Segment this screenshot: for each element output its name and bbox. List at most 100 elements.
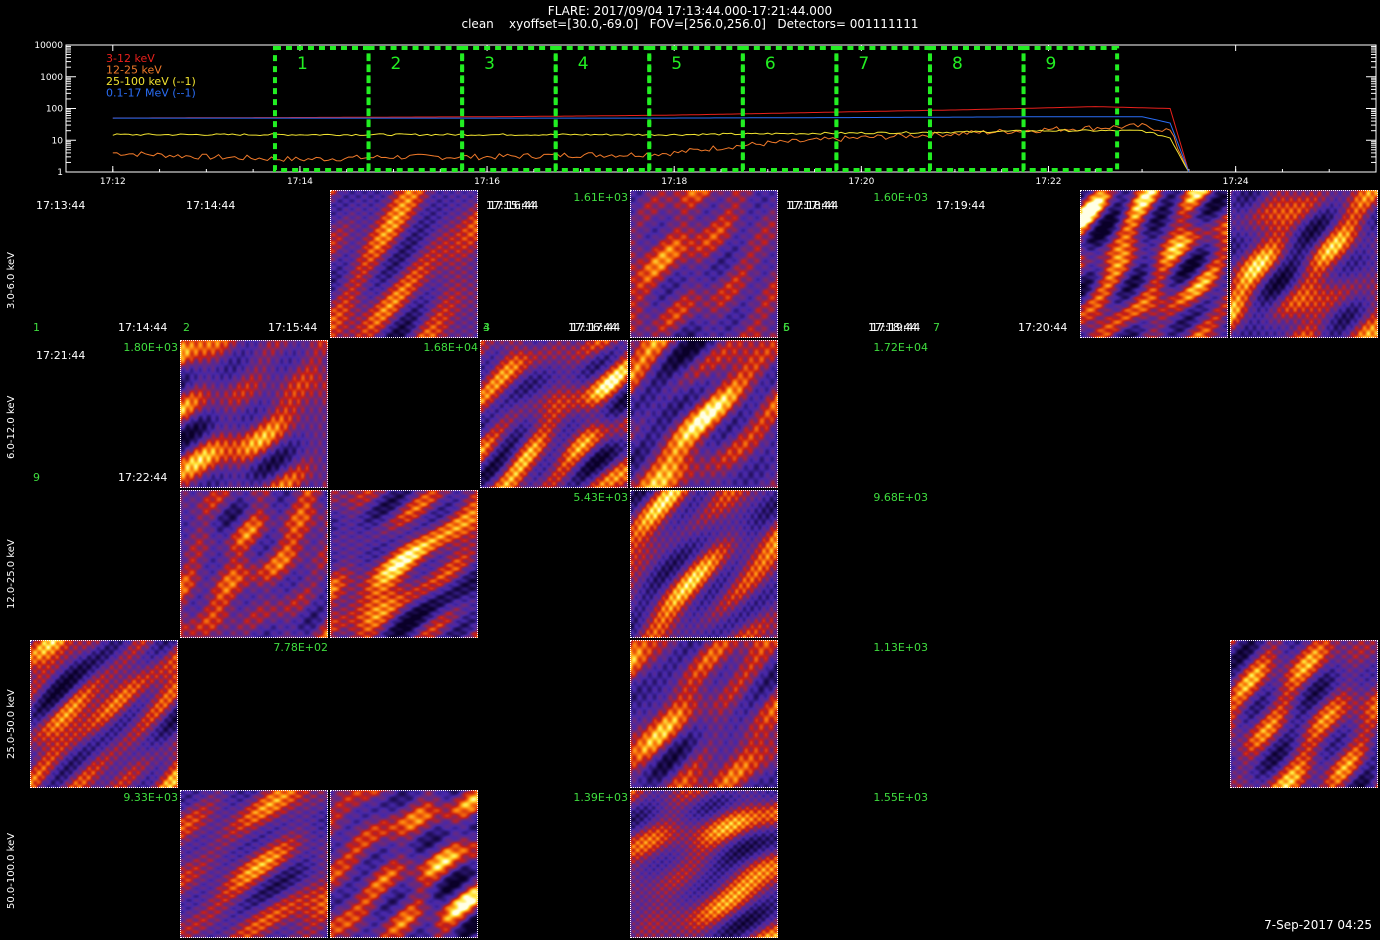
interval-box-6 bbox=[740, 46, 839, 172]
interval-label-4: 4 bbox=[578, 54, 589, 74]
title-line-2: clean xyoffset=[30.0,-69.0] FOV=[256.0,2… bbox=[461, 17, 919, 31]
peak-value-label: 1.60E+03 bbox=[873, 191, 928, 204]
series-line-4 bbox=[112, 116, 1190, 173]
legend-entry-3: 25-100 keV (--1) bbox=[106, 75, 196, 88]
interval-label-7: 7 bbox=[858, 54, 869, 74]
lightcurve-chart: 1 10 100 1000 10000 17:12 17:14 17:16 17:18 17:20… bbox=[34, 41, 1377, 187]
image-tile-r5-c5 bbox=[630, 790, 778, 938]
interval-label-6: 6 bbox=[765, 54, 776, 74]
peak-value-label: 7.78E+02 bbox=[273, 641, 328, 654]
peak-value-label: 9.68E+03 bbox=[873, 491, 928, 504]
y-tick-label: 1000 bbox=[40, 73, 63, 83]
image-tile-r4-c1 bbox=[30, 640, 178, 788]
peak-value-label: 1.39E+03 bbox=[573, 791, 628, 804]
interval-label-5: 5 bbox=[671, 54, 682, 74]
title-line-1: FLARE: 2017/09/04 17:13:44.000-17:21:44.… bbox=[547, 4, 833, 18]
series-line-2 bbox=[112, 122, 1190, 173]
image-tile-r1-c5 bbox=[630, 190, 778, 338]
time-label: 17:14:44 bbox=[186, 199, 236, 212]
image-tile-r5-c3 bbox=[330, 790, 478, 938]
image-tile-r3-c3 bbox=[330, 490, 478, 638]
x-tick-label: 17:14 bbox=[287, 177, 313, 187]
x-tick-label: 17:24 bbox=[1223, 177, 1249, 187]
time-label: 17:21:44 bbox=[36, 349, 86, 362]
interval-boxes: 1 2 3 4 5 6 7 8 9 bbox=[272, 46, 1120, 172]
x-tick-label: 17:22 bbox=[1036, 177, 1062, 187]
index-label: 9 bbox=[33, 471, 40, 484]
time-label: 17:17:44 bbox=[786, 199, 836, 212]
footer-timestamp: 7-Sep-2017 04:25 bbox=[1264, 918, 1372, 932]
time-label: 17:15:44 bbox=[486, 199, 536, 212]
interval-label-2: 2 bbox=[391, 54, 402, 74]
x-tick-label: 17:18 bbox=[661, 177, 687, 187]
index-label: 6 bbox=[783, 321, 790, 334]
time-label: 17:18:44 bbox=[789, 199, 839, 212]
image-tile-r2-c5 bbox=[630, 340, 778, 488]
lightcurve-axes: 1 10 100 1000 10000 17:12 17:14 17:16 17:18 17:20… bbox=[34, 41, 1377, 187]
image-tile-r4-c9 bbox=[1230, 640, 1378, 788]
image-tile-r2-c4 bbox=[480, 340, 628, 488]
interval-box-8 bbox=[927, 46, 1026, 172]
y-tick-label: 100 bbox=[46, 105, 63, 115]
index-label: 1 bbox=[33, 321, 40, 334]
time-label: 17:22:44 bbox=[118, 471, 168, 484]
time-label: 17:16:44 bbox=[568, 321, 618, 334]
index-label: 4 bbox=[483, 321, 490, 334]
legend-entry-1: 3-12 keV bbox=[106, 52, 155, 65]
time-label: 17:16:44 bbox=[489, 199, 539, 212]
y-tick-label: 10 bbox=[52, 136, 64, 146]
index-label: 5 bbox=[783, 321, 790, 334]
row-label-4: 25.0-50.0 keV bbox=[6, 689, 17, 759]
image-tile-r3-c2 bbox=[180, 490, 328, 638]
peak-value-label: 1.55E+03 bbox=[873, 791, 928, 804]
interval-box-9 bbox=[1021, 46, 1120, 172]
interval-box-2 bbox=[366, 46, 465, 172]
time-label: 17:19:44 bbox=[936, 199, 986, 212]
peak-value-label: 9.33E+03 bbox=[123, 791, 178, 804]
row-label-3: 12.0-25.0 keV bbox=[6, 539, 17, 609]
image-tile-r3-c5 bbox=[630, 490, 778, 638]
legend-entry-4: 0.1-17 MeV (--1) bbox=[106, 87, 196, 100]
y-tick-label: 10000 bbox=[34, 41, 63, 51]
peak-value-label: 1.61E+03 bbox=[573, 191, 628, 204]
time-label: 17:19:44 bbox=[871, 321, 921, 334]
interval-label-9: 9 bbox=[1046, 54, 1057, 74]
index-label: 2 bbox=[183, 321, 190, 334]
time-label: 17:14:44 bbox=[118, 321, 168, 334]
time-label: 17:20:44 bbox=[1018, 321, 1068, 334]
image-tile-r5-c2 bbox=[180, 790, 328, 938]
y-tick-label: 1 bbox=[57, 168, 63, 178]
time-label: 17:18:44 bbox=[868, 321, 918, 334]
image-tile-r1-c8 bbox=[1080, 190, 1228, 338]
time-label: 17:15:44 bbox=[268, 321, 318, 334]
interval-label-8: 8 bbox=[952, 54, 963, 74]
interval-box-7 bbox=[834, 46, 932, 172]
interval-box-5 bbox=[647, 46, 745, 172]
time-label: 17:13:44 bbox=[36, 199, 86, 212]
image-tile-r1-c9 bbox=[1230, 190, 1378, 338]
x-tick-label: 17:16 bbox=[474, 177, 500, 187]
peak-value-label: 1.80E+03 bbox=[123, 341, 178, 354]
series-line-3 bbox=[112, 129, 1190, 173]
index-label: 3 bbox=[483, 321, 490, 334]
row-label-2: 6.0-12.0 keV bbox=[6, 395, 17, 459]
index-label: 7 bbox=[933, 321, 940, 334]
interval-box-4 bbox=[553, 46, 652, 172]
time-label: 17:17:44 bbox=[571, 321, 621, 334]
peak-value-label: 1.68E+04 bbox=[423, 341, 478, 354]
interval-box-3 bbox=[460, 46, 558, 172]
interval-label-1: 1 bbox=[297, 54, 308, 74]
image-tile-r1-c3 bbox=[330, 190, 478, 338]
interval-box-1 bbox=[272, 46, 371, 172]
row-label-1: 3.0-6.0 keV bbox=[6, 251, 17, 309]
row-label-5: 50.0-100.0 keV bbox=[6, 832, 17, 909]
image-tile-r4-c5 bbox=[630, 640, 778, 788]
peak-value-label: 5.43E+03 bbox=[573, 491, 628, 504]
x-tick-label: 17:20 bbox=[848, 177, 874, 187]
interval-label-3: 3 bbox=[484, 54, 495, 74]
x-tick-label: 17:12 bbox=[100, 177, 126, 187]
image-tile-r2-c2 bbox=[180, 340, 328, 488]
peak-value-label: 1.72E+04 bbox=[873, 341, 928, 354]
